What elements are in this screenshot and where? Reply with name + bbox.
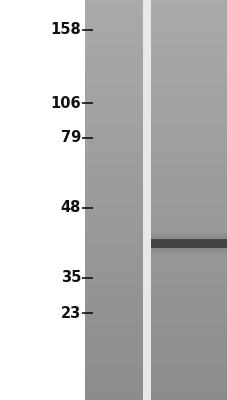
- Text: 48: 48: [60, 200, 81, 216]
- Bar: [85, 30, 227, 35]
- Bar: [85, 385, 227, 390]
- Bar: [85, 50, 227, 55]
- Bar: [150, 252, 227, 254]
- Bar: [85, 260, 227, 265]
- Bar: [85, 195, 227, 200]
- Bar: [85, 255, 227, 260]
- Bar: [85, 375, 227, 380]
- Bar: [85, 100, 227, 105]
- Bar: [85, 165, 227, 170]
- Bar: [85, 75, 227, 80]
- Bar: [85, 310, 227, 315]
- Bar: [85, 345, 227, 350]
- Bar: [85, 135, 227, 140]
- Bar: [85, 245, 227, 250]
- Bar: [85, 370, 227, 375]
- Bar: [85, 215, 227, 220]
- Bar: [85, 80, 227, 85]
- Bar: [85, 125, 227, 130]
- Bar: [85, 155, 227, 160]
- Text: 106: 106: [50, 96, 81, 110]
- Bar: [85, 60, 227, 65]
- Bar: [150, 237, 227, 238]
- Bar: [85, 175, 227, 180]
- Bar: [85, 265, 227, 270]
- Bar: [85, 220, 227, 225]
- Bar: [85, 330, 227, 335]
- Bar: [85, 105, 227, 110]
- Bar: [85, 180, 227, 185]
- Bar: [150, 249, 227, 250]
- Bar: [85, 240, 227, 245]
- Bar: [85, 305, 227, 310]
- Bar: [85, 5, 227, 10]
- Bar: [85, 0, 227, 5]
- Bar: [85, 275, 227, 280]
- Bar: [85, 280, 227, 285]
- Bar: [85, 295, 227, 300]
- Bar: [85, 285, 227, 290]
- Bar: [85, 395, 227, 400]
- Bar: [85, 360, 227, 365]
- Bar: [85, 10, 227, 15]
- Bar: [85, 35, 227, 40]
- Bar: [150, 236, 227, 237]
- Bar: [85, 110, 227, 115]
- Bar: [150, 248, 227, 249]
- Bar: [85, 95, 227, 100]
- Bar: [85, 185, 227, 190]
- Bar: [85, 90, 227, 95]
- Bar: [85, 20, 227, 25]
- Bar: [85, 335, 227, 340]
- Bar: [85, 225, 227, 230]
- Bar: [85, 235, 227, 240]
- Bar: [85, 160, 227, 165]
- Bar: [85, 15, 227, 20]
- Bar: [85, 350, 227, 355]
- Bar: [85, 230, 227, 235]
- Bar: [85, 205, 227, 210]
- Bar: [85, 140, 227, 145]
- Bar: [85, 85, 227, 90]
- Bar: [85, 315, 227, 320]
- Bar: [85, 190, 227, 195]
- Bar: [85, 200, 227, 205]
- Bar: [150, 250, 227, 252]
- Bar: [85, 55, 227, 60]
- Bar: [150, 232, 227, 234]
- Bar: [85, 130, 227, 135]
- Bar: [85, 380, 227, 385]
- Text: 35: 35: [60, 270, 81, 286]
- Bar: [150, 238, 227, 248]
- Text: 158: 158: [50, 22, 81, 38]
- Bar: [142, 0, 150, 400]
- Bar: [85, 65, 227, 70]
- Bar: [85, 70, 227, 75]
- Bar: [85, 115, 227, 120]
- Bar: [85, 40, 227, 45]
- Bar: [85, 150, 227, 155]
- Bar: [85, 210, 227, 215]
- Bar: [85, 250, 227, 255]
- Bar: [85, 390, 227, 395]
- Bar: [85, 365, 227, 370]
- Bar: [85, 170, 227, 175]
- Text: 23: 23: [60, 306, 81, 320]
- Bar: [85, 325, 227, 330]
- Bar: [85, 355, 227, 360]
- Bar: [85, 300, 227, 305]
- Bar: [150, 234, 227, 236]
- Bar: [85, 145, 227, 150]
- Text: 79: 79: [60, 130, 81, 146]
- Bar: [85, 270, 227, 275]
- Bar: [85, 45, 227, 50]
- Bar: [85, 320, 227, 325]
- Bar: [85, 340, 227, 345]
- Bar: [85, 25, 227, 30]
- Bar: [85, 120, 227, 125]
- Bar: [85, 290, 227, 295]
